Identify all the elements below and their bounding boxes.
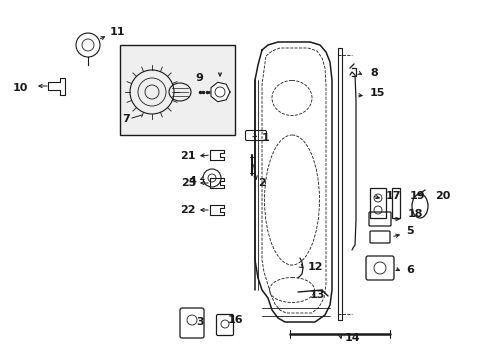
Text: 20: 20	[434, 191, 449, 201]
Text: 1: 1	[262, 133, 269, 143]
Text: 6: 6	[405, 265, 413, 275]
Text: 2: 2	[258, 178, 265, 188]
Bar	[369, 188, 385, 218]
Text: 5: 5	[405, 226, 413, 236]
Polygon shape	[210, 82, 229, 102]
Text: 4: 4	[188, 176, 196, 186]
Text: 13: 13	[309, 290, 325, 300]
Text: 8: 8	[369, 68, 377, 78]
Text: 11: 11	[110, 27, 125, 37]
Bar	[120, 45, 235, 135]
Text: 7: 7	[122, 114, 130, 124]
Text: 12: 12	[307, 262, 323, 272]
Text: 14: 14	[345, 333, 360, 343]
Text: 3: 3	[196, 317, 203, 327]
Text: 18: 18	[407, 209, 423, 219]
Polygon shape	[48, 78, 65, 95]
Text: 23: 23	[180, 178, 196, 188]
Text: 17: 17	[385, 191, 401, 201]
Text: 9: 9	[195, 73, 203, 83]
Text: 19: 19	[409, 191, 425, 201]
Text: 15: 15	[369, 88, 385, 98]
Text: 16: 16	[227, 315, 243, 325]
Bar	[391, 188, 399, 218]
Text: 21: 21	[180, 151, 196, 161]
Text: 22: 22	[180, 205, 196, 215]
Text: 10: 10	[13, 83, 28, 93]
